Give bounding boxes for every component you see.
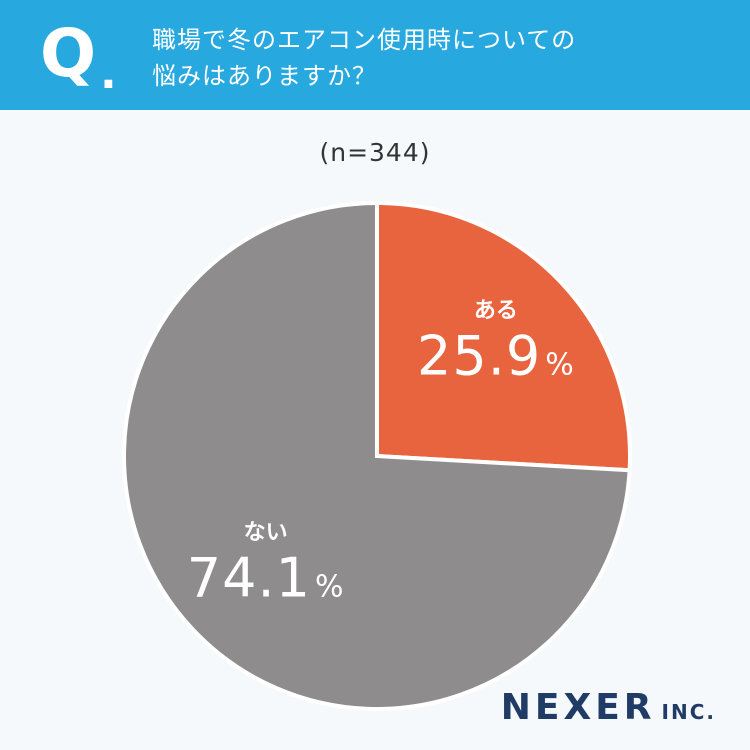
question-banner: Q . 職場で冬のエアコン使用時についての 悩みはありますか？: [0, 0, 750, 110]
pie-slice-aru: [375, 200, 632, 473]
slice-category-nai: ない: [243, 520, 288, 546]
slice-value-nai: 74.1: [186, 546, 312, 610]
question-line-1: 職場で冬のエアコン使用時についての: [152, 26, 577, 54]
logo-main: NEXER: [500, 687, 656, 728]
slice-unit-nai: %: [315, 569, 345, 605]
logo-sub: INC.: [661, 700, 716, 724]
nexer-logo: NEXER INC.: [501, 687, 716, 728]
slice-percent-aru: 25.9%: [417, 324, 575, 387]
slice-percent-nai: 74.1%: [187, 547, 345, 610]
question-line-2: 悩みはありますか？: [152, 62, 377, 90]
slice-unit-aru: %: [545, 347, 575, 383]
q-dot: .: [100, 48, 117, 99]
q-mark: Q: [40, 15, 97, 92]
slice-label-nai: ない 74.1%: [187, 515, 345, 610]
pie-slice-nai: [122, 200, 632, 711]
sample-size: (n=344): [319, 138, 431, 167]
slice-label-aru: ある 25.9%: [417, 292, 575, 387]
question-text: 職場で冬のエアコン使用時についての 悩みはありますか？: [152, 22, 732, 94]
slice-category-aru: ある: [473, 298, 518, 324]
slice-value-aru: 25.9: [417, 324, 542, 388]
